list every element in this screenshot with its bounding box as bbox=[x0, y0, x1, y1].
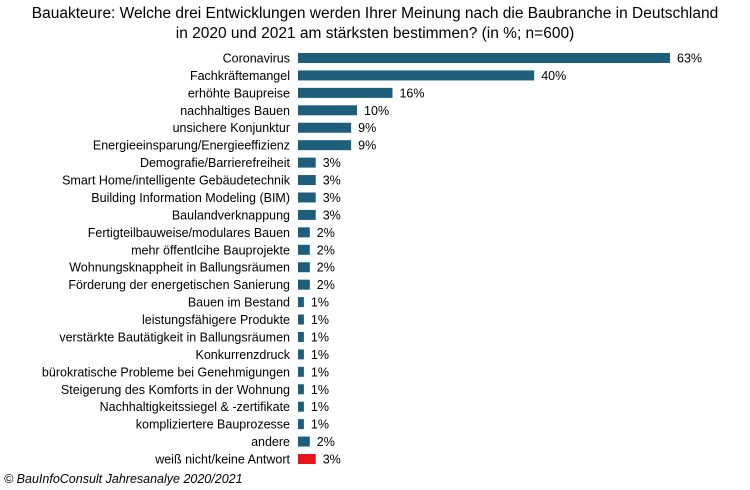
category-label: unsichere Konjunktur bbox=[173, 121, 290, 135]
bar bbox=[298, 401, 304, 412]
data-label: 9% bbox=[358, 121, 376, 135]
category-label: leistungsfähigere Produkte bbox=[142, 313, 290, 327]
bar bbox=[298, 175, 316, 186]
data-label: 3% bbox=[323, 156, 341, 170]
bar bbox=[298, 122, 352, 133]
category-label: Steigerung des Komforts in der Wohnung bbox=[61, 383, 290, 397]
data-label: 2% bbox=[317, 435, 335, 449]
category-label: kompliziertere Bauprozesse bbox=[136, 418, 290, 432]
bar bbox=[298, 157, 316, 168]
bar bbox=[298, 349, 304, 360]
bar bbox=[298, 436, 310, 447]
data-label: 10% bbox=[364, 104, 389, 118]
data-label: 1% bbox=[311, 313, 329, 327]
data-label: 1% bbox=[311, 348, 329, 362]
category-label: Nachhaltigkeitssiegel & -zertifikate bbox=[100, 400, 290, 414]
data-label: 1% bbox=[311, 296, 329, 310]
data-label: 3% bbox=[323, 208, 341, 222]
data-label: 2% bbox=[317, 261, 335, 275]
category-label: Bauen im Bestand bbox=[188, 296, 290, 310]
category-label: Building Information Modeling (BIM) bbox=[91, 191, 290, 205]
category-label: Baulandverknappung bbox=[172, 208, 290, 222]
category-label: weiß nicht/keine Antwort bbox=[154, 453, 290, 467]
bar bbox=[298, 454, 316, 464]
data-label: 1% bbox=[311, 330, 329, 344]
data-label: 1% bbox=[311, 418, 329, 432]
data-label: 3% bbox=[323, 191, 341, 205]
category-label: Smart Home/intelligente Gebäudetechnik bbox=[62, 174, 291, 188]
bar bbox=[298, 87, 393, 98]
data-label: 1% bbox=[311, 365, 329, 379]
category-label: Demografie/Barrierefreiheit bbox=[140, 156, 291, 170]
bar bbox=[298, 140, 352, 151]
category-label: mehr öffentlcihe Bauprojekte bbox=[131, 243, 290, 257]
category-label: Konkurrenzdruck bbox=[196, 348, 291, 362]
chart-title-line-1: Bauakteure: Welche drei Entwicklungen we… bbox=[31, 5, 719, 22]
data-label: 1% bbox=[311, 400, 329, 414]
category-label: andere bbox=[251, 435, 290, 449]
bar bbox=[298, 314, 304, 325]
category-label: Energieeinsparung/Energieeffizienz bbox=[93, 139, 290, 153]
bar bbox=[298, 244, 310, 255]
chart-title: Bauakteure: Welche drei Entwicklungen we… bbox=[0, 4, 750, 44]
data-label: 2% bbox=[317, 278, 335, 292]
data-label: 9% bbox=[358, 139, 376, 153]
data-label: 16% bbox=[399, 86, 424, 100]
data-label: 2% bbox=[317, 226, 335, 240]
data-label: 63% bbox=[677, 52, 702, 66]
bar bbox=[298, 53, 670, 63]
category-label: Förderung der energetischen Sanierung bbox=[68, 278, 290, 292]
bar bbox=[298, 384, 304, 395]
data-label: 40% bbox=[541, 69, 566, 83]
bar bbox=[298, 227, 310, 238]
category-label: Coronavirus bbox=[223, 52, 290, 66]
bar bbox=[298, 419, 304, 430]
category-label: Wohnungsknappheit in Ballungsräumen bbox=[69, 261, 290, 275]
category-label: erhöhte Baupreise bbox=[188, 86, 290, 100]
bar bbox=[298, 279, 310, 290]
data-label: 1% bbox=[311, 383, 329, 397]
bar bbox=[298, 297, 304, 308]
source-note: © BauInfoConsult Jahresanalye 2020/2021 bbox=[4, 472, 243, 486]
category-label: Fachkräftemangel bbox=[190, 69, 290, 83]
bar bbox=[298, 105, 358, 116]
bar bbox=[298, 192, 316, 203]
category-label: bürokratische Probleme bei Genehmigungen bbox=[42, 365, 290, 379]
bar bbox=[298, 70, 535, 81]
bar bbox=[298, 331, 304, 342]
bar bbox=[298, 366, 304, 377]
data-label: 2% bbox=[317, 243, 335, 257]
chart-title-line-2: in 2020 und 2021 am stärksten bestimmen?… bbox=[175, 25, 575, 42]
category-label: Fertigteilbauweise/modulares Bauen bbox=[88, 226, 290, 240]
bar bbox=[298, 209, 316, 220]
data-label: 3% bbox=[323, 174, 341, 188]
category-label: nachhaltiges Bauen bbox=[180, 104, 290, 118]
category-label: verstärkte Bautätigkeit in Ballungsräume… bbox=[59, 330, 290, 344]
data-label: 3% bbox=[323, 453, 341, 467]
bar bbox=[298, 262, 310, 273]
